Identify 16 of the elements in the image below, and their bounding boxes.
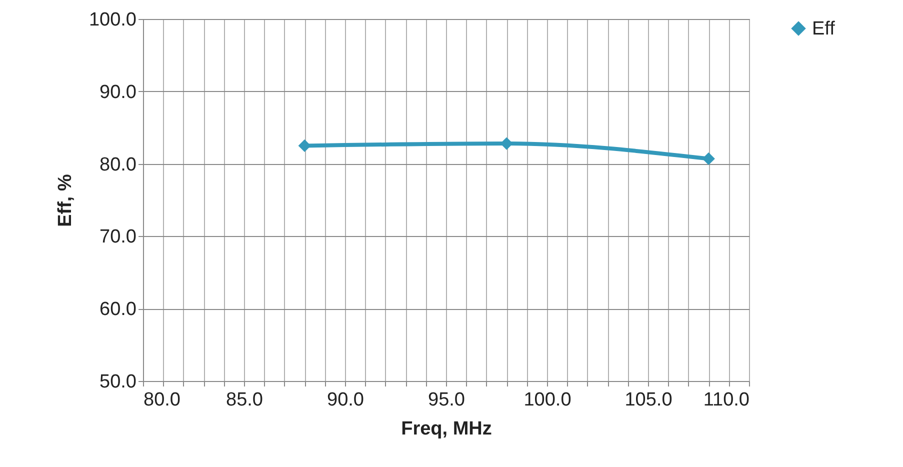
y-tick-label: 60.0 bbox=[100, 299, 136, 320]
x-tick-label: 95.0 bbox=[428, 390, 465, 410]
x-tick-label: 90.0 bbox=[327, 390, 364, 410]
y-tick-label: 70.0 bbox=[100, 226, 136, 248]
y-tick-label: 50.0 bbox=[100, 372, 136, 392]
x-tick-label: 80.0 bbox=[144, 390, 180, 410]
x-tick-label: 85.0 bbox=[226, 390, 263, 410]
x-tick-label: 100.0 bbox=[524, 390, 572, 410]
y-tick-label: 100.0 bbox=[88, 10, 136, 30]
legend-label: Eff bbox=[812, 18, 836, 40]
x-tick-label: 105.0 bbox=[624, 390, 672, 410]
x-axis-title: Freq, MHz bbox=[401, 418, 492, 440]
y-axis-title: Eff, % bbox=[54, 174, 76, 227]
x-tick-label: 110.0 bbox=[703, 390, 750, 410]
y-tick-label: 90.0 bbox=[100, 82, 136, 103]
y-tick-label: 80.0 bbox=[100, 154, 136, 176]
